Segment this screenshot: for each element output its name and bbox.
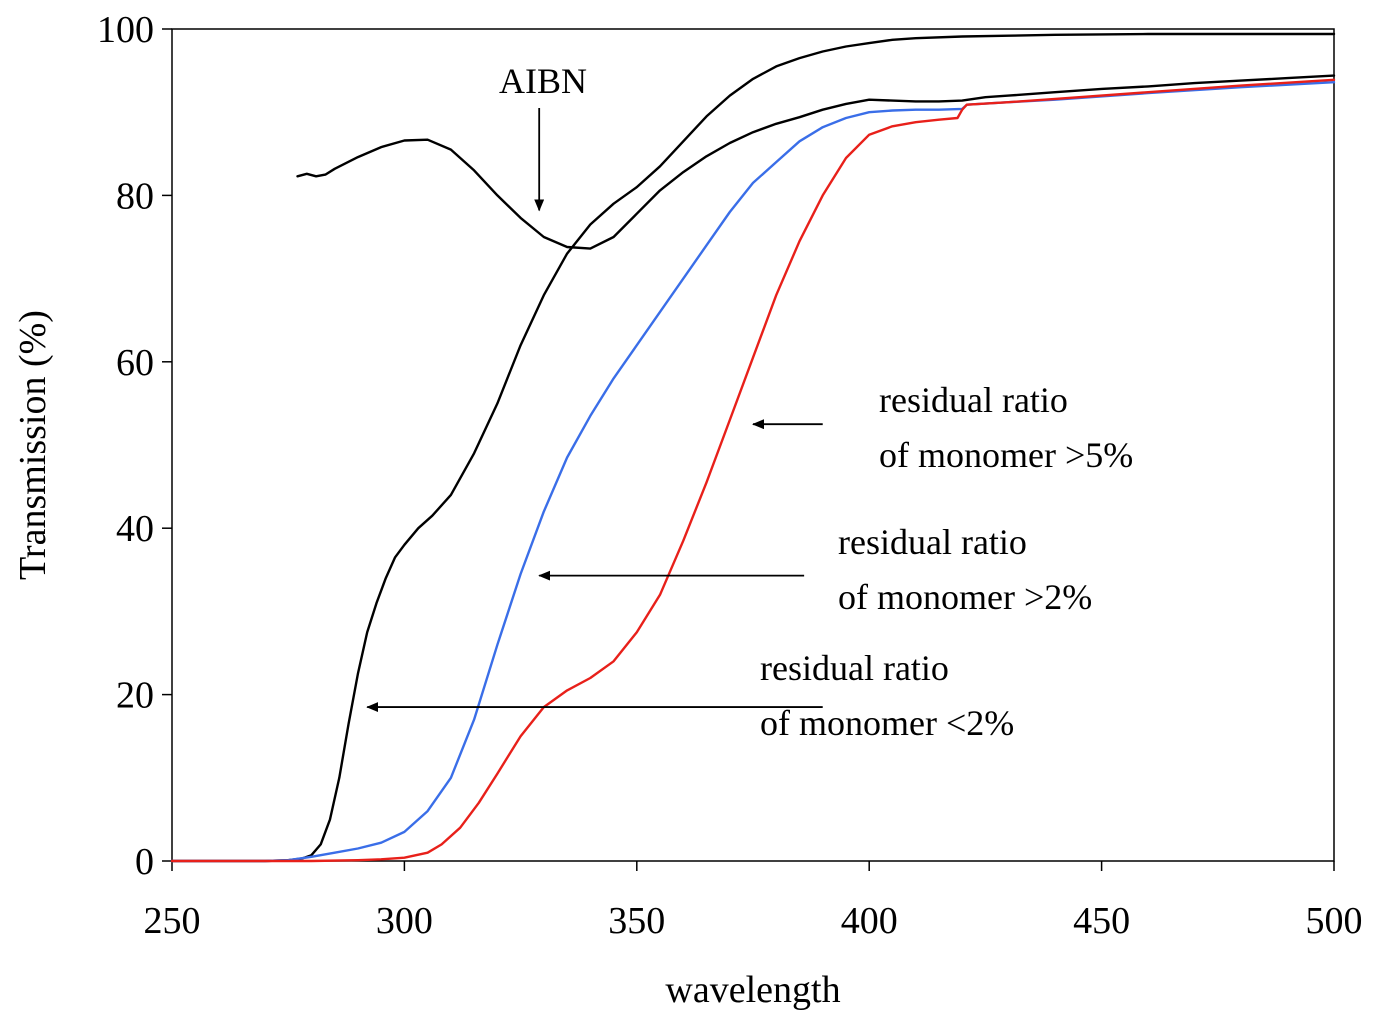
annotation-label-aibn: AIBN (499, 61, 587, 101)
y-tick-label: 100 (97, 9, 154, 51)
y-axis-title: Transmission (%) (12, 310, 54, 580)
y-tick-label: 60 (116, 342, 154, 384)
annotation-label-lt2: of monomer <2% (760, 703, 1014, 743)
annotation-label-gt2: of monomer >2% (838, 577, 1092, 617)
series-line-aibn (296, 74, 1336, 250)
annotation-label-gt5: of monomer >5% (879, 435, 1133, 475)
x-axis: 250 300 350 400 450 500 (144, 861, 1363, 942)
plot-area (171, 28, 1335, 862)
y-axis: 0 20 40 60 80 100 (97, 9, 172, 883)
y-tick-label: 0 (135, 841, 154, 883)
annotation-label-lt2: residual ratio (760, 648, 949, 688)
series-line-monomer_gt5 (170, 78, 1336, 863)
annotation-label-gt2: residual ratio (838, 522, 1027, 562)
x-tick-label: 400 (841, 900, 898, 942)
x-tick-label: 450 (1073, 900, 1130, 942)
series-layer (170, 32, 1336, 863)
x-axis-title: wavelength (665, 969, 840, 1011)
annotation-label-gt5: residual ratio (879, 380, 1068, 420)
y-tick-label: 20 (116, 675, 154, 717)
y-tick-label: 80 (116, 175, 154, 217)
x-tick-label: 300 (376, 900, 433, 942)
series-line-monomer_lt2 (170, 32, 1336, 863)
x-tick-label: 500 (1306, 900, 1363, 942)
annotation-layer: AIBN residual ratio of monomer >5% residua… (366, 61, 1133, 743)
series-line-monomer_gt2 (170, 80, 1336, 863)
y-tick-label: 40 (116, 508, 154, 550)
x-tick-label: 350 (608, 900, 665, 942)
x-tick-label: 250 (144, 900, 201, 942)
